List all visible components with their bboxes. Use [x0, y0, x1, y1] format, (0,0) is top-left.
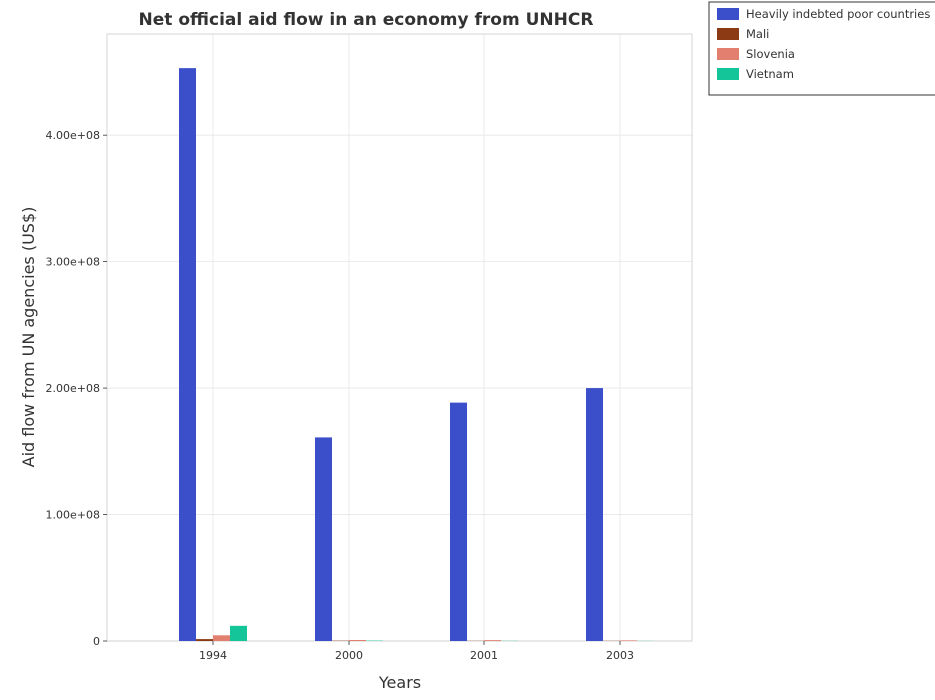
- bar-heavily-indebted-poor-countries-2000: [315, 437, 332, 641]
- y-tick-label: 1.00e+08: [46, 509, 100, 522]
- bar-vietnam-1994: [230, 625, 247, 641]
- legend-label: Heavily indebted poor countries: [746, 7, 930, 21]
- bar-slovenia-1994: [213, 635, 230, 641]
- legend-box: [708, 1, 935, 96]
- bars: [179, 68, 654, 642]
- legend-swatch: [717, 8, 739, 20]
- bar-mali-1994: [196, 639, 213, 641]
- legend-swatch: [717, 48, 739, 60]
- x-axis-label: Years: [378, 673, 421, 692]
- legend: Heavily indebted poor countries Mali Slove…: [708, 1, 935, 96]
- legend-label: Mali: [746, 27, 769, 41]
- y-axis-label: Aid flow from UN agencies (US$): [19, 207, 38, 468]
- x-tick-label: 2001: [470, 649, 498, 662]
- bar-slovenia-2000: [349, 639, 366, 641]
- x-tick-label: 2003: [606, 649, 634, 662]
- legend-swatch: [717, 28, 739, 40]
- y-tick-label: 0: [93, 635, 100, 648]
- y-tick-label: 2.00e+08: [46, 382, 100, 395]
- x-tick-label: 2000: [335, 649, 363, 662]
- legend-label: Slovenia: [746, 47, 795, 61]
- y-ticks: 0 1.00e+08 2.00e+08 3.00e+08 4.00e+08: [46, 129, 107, 648]
- bar-heavily-indebted-poor-countries-2001: [450, 402, 467, 641]
- bar-heavily-indebted-poor-countries-2003: [586, 388, 603, 641]
- x-tick-label: 1994: [199, 649, 227, 662]
- bar-slovenia-2003: [620, 640, 637, 641]
- legend-label: Vietnam: [746, 67, 794, 81]
- bar-heavily-indebted-poor-countries-1994: [179, 68, 196, 642]
- y-tick-label: 3.00e+08: [46, 256, 100, 269]
- legend-swatch: [717, 68, 739, 80]
- chart-title: Net official aid flow in an economy from…: [139, 10, 594, 30]
- x-ticks: 1994 2000 2001 2003: [199, 641, 634, 662]
- y-tick-label: 4.00e+08: [46, 129, 100, 142]
- plot-frame: [106, 33, 693, 642]
- bar-slovenia-2001: [484, 640, 501, 641]
